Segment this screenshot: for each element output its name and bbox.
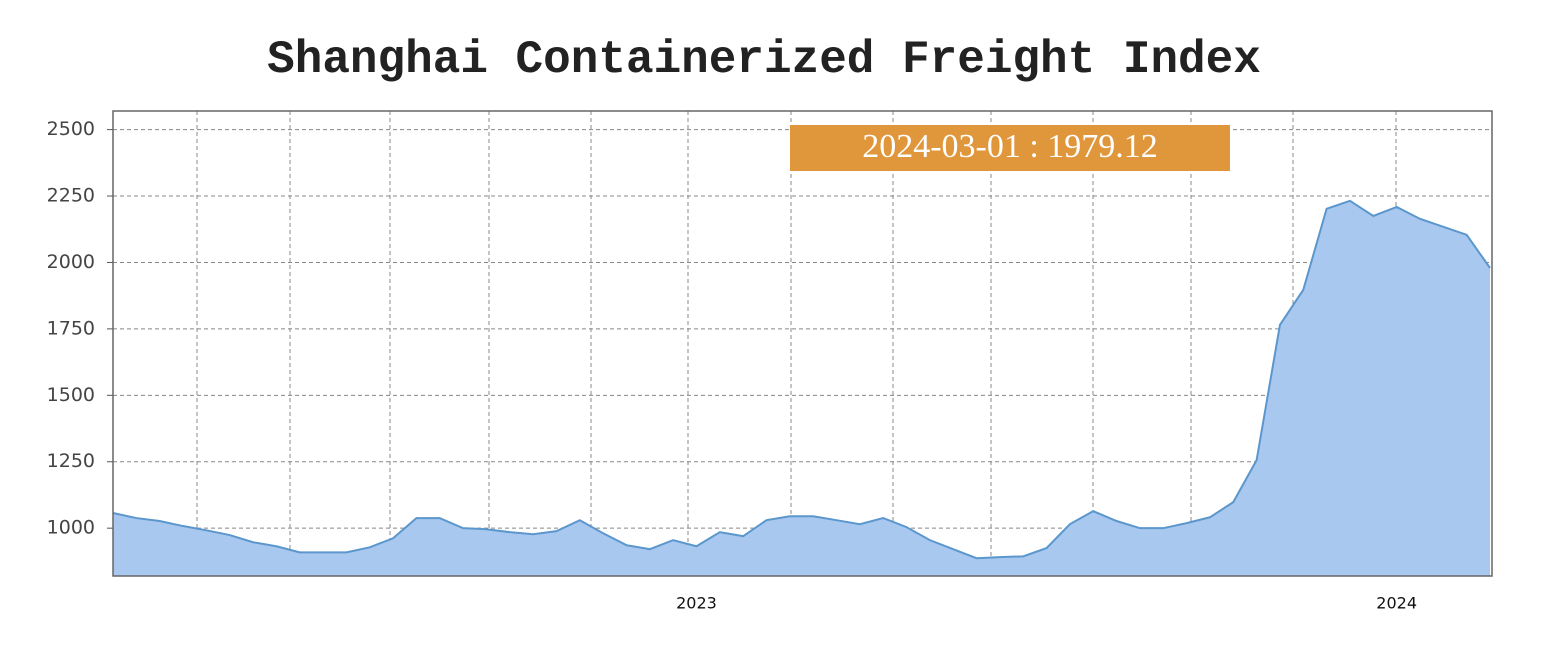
y-tick-label: 2000 bbox=[47, 251, 95, 273]
y-tick-label: 2250 bbox=[47, 185, 95, 207]
y-tick-label: 1500 bbox=[47, 384, 95, 406]
annotation-box: 2024-03-01 : 1979.12 bbox=[790, 125, 1230, 171]
area bbox=[113, 200, 1490, 576]
y-tick-label: 1750 bbox=[47, 317, 95, 339]
annotation: 2024-03-01 : 1979.12 bbox=[862, 128, 1158, 165]
y-tick-label: 1000 bbox=[47, 517, 95, 539]
annotation-bg bbox=[790, 125, 1230, 171]
y-tick-label: 1250 bbox=[47, 450, 95, 472]
line bbox=[112, 199, 1491, 560]
plot-frame bbox=[112, 110, 1493, 577]
chart-title: Shanghai Containerized Freight Index bbox=[267, 34, 1261, 86]
vertical-grid bbox=[196, 111, 1397, 576]
x-tick-label: 2023 bbox=[676, 594, 717, 613]
y-tick-label: 2500 bbox=[47, 118, 95, 140]
x-tick-label: 2024 bbox=[1376, 594, 1417, 613]
